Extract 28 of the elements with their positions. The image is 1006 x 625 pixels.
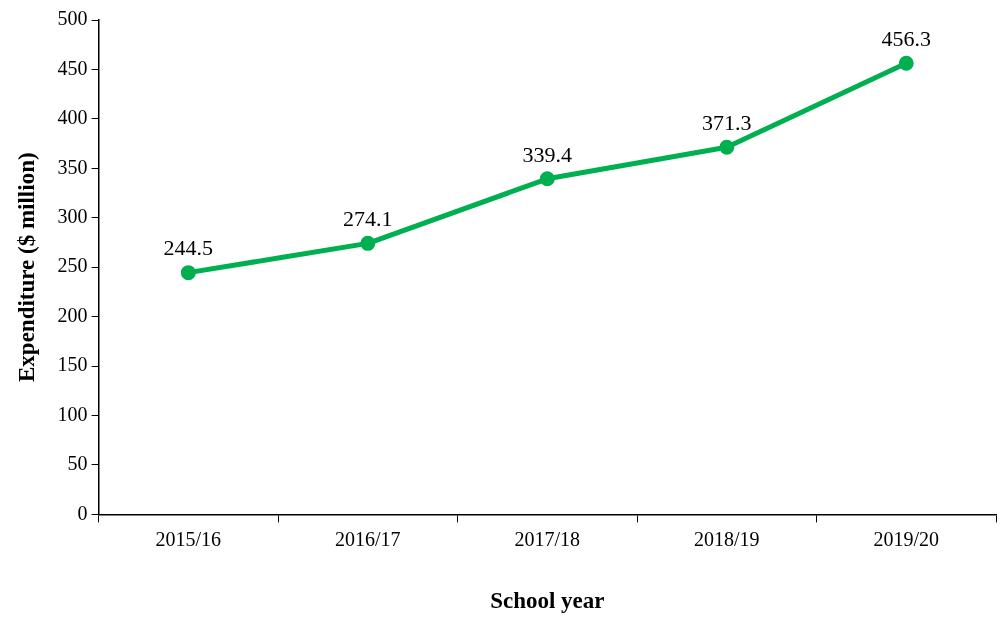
y-tick-label: 400 <box>57 106 88 129</box>
y-tick-label: 50 <box>67 452 88 475</box>
data-label: 274.1 <box>343 206 393 232</box>
y-tick-label: 500 <box>57 7 88 30</box>
data-label: 244.5 <box>163 235 214 261</box>
data-label: 456.3 <box>881 25 932 51</box>
x-tick-label: 2016/17 <box>335 527 401 550</box>
point <box>539 171 555 187</box>
y-tick-label: 350 <box>57 155 88 178</box>
point <box>898 55 914 71</box>
point <box>719 139 735 155</box>
y-tick-label: 0 <box>77 501 88 524</box>
data-label: 371.3 <box>702 110 752 136</box>
x-tick-label: 2017/18 <box>514 527 581 550</box>
x-axis-title: School year <box>490 588 605 614</box>
y-axis-title: Expenditure ($ million) <box>13 152 39 382</box>
point <box>360 235 376 251</box>
x-tick-label: 2015/16 <box>155 527 222 550</box>
y-tick-label: 300 <box>57 205 88 228</box>
data-label: 339.4 <box>522 141 573 167</box>
y-tick-label: 150 <box>57 353 88 376</box>
y-tick-label: 450 <box>57 56 88 79</box>
x-tick-label: 2019/20 <box>873 527 940 550</box>
y-tick-label: 100 <box>57 402 88 425</box>
point <box>180 265 196 281</box>
x-tick-label: 2018/19 <box>694 527 760 550</box>
y-tick-label: 250 <box>57 254 88 277</box>
y-tick-label: 200 <box>57 303 88 326</box>
